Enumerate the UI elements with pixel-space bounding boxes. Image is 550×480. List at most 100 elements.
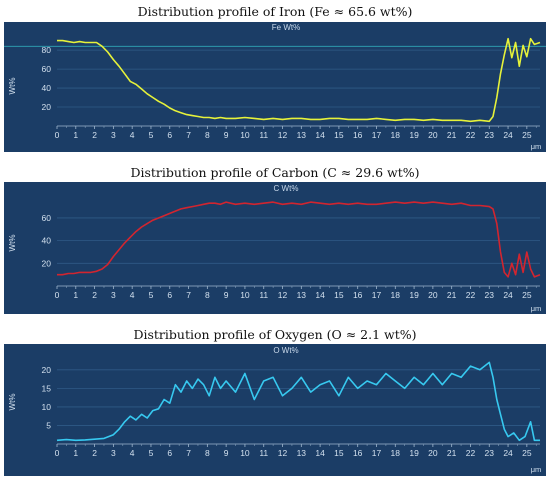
x-tick-label: 23 [485, 448, 495, 458]
x-tick-label: 17 [372, 130, 382, 140]
y-tick-label: 10 [42, 402, 52, 412]
x-tick-label: 8 [205, 130, 210, 140]
x-tick-label: 6 [167, 130, 172, 140]
x-tick-label: 22 [466, 130, 476, 140]
x-tick-label: 1 [73, 130, 78, 140]
x-tick-label: 7 [186, 130, 191, 140]
x-tick-label: 8 [205, 290, 210, 300]
panel-title-carbon: C Wt% [274, 184, 299, 193]
chart-title-oxygen: Distribution profile of Oxygen (O ≈ 2.1 … [133, 327, 416, 342]
x-tick-label: 15 [334, 448, 344, 458]
x-tick-label: 21 [447, 448, 457, 458]
x-tick-label: 18 [391, 448, 401, 458]
x-tick-label: 25 [522, 290, 532, 300]
series-line [57, 37, 541, 123]
x-tick-label: 11 [259, 290, 268, 300]
x-tick-label: 14 [315, 448, 325, 458]
x-tick-label: 3 [111, 130, 116, 140]
x-tick-label: 2 [92, 290, 97, 300]
y-tick-label: 40 [42, 236, 52, 246]
x-tick-label: 23 [485, 290, 495, 300]
x-tick-label: 4 [130, 290, 135, 300]
y-axis-label-iron: Wt% [8, 78, 17, 95]
x-tick-label: 15 [334, 130, 344, 140]
panel-title-iron: Fe Wt% [272, 23, 300, 32]
x-tick-label: 0 [55, 448, 60, 458]
x-tick-label: 9 [224, 290, 229, 300]
x-tick-label: 11 [259, 448, 268, 458]
x-tick-label: 2 [92, 448, 97, 458]
x-tick-label: 3 [111, 290, 116, 300]
y-tick-label: 20 [42, 258, 52, 268]
x-tick-label: 13 [297, 130, 307, 140]
x-tick-label: 20 [428, 448, 438, 458]
x-tick-label: 4 [130, 448, 135, 458]
x-tick-label: 4 [130, 130, 135, 140]
x-tick-label: 22 [466, 290, 476, 300]
x-tick-label: 16 [353, 290, 363, 300]
x-tick-label: 20 [428, 290, 438, 300]
x-tick-label: 16 [353, 448, 363, 458]
x-tick-label: 2 [92, 130, 97, 140]
y-axis-label-carbon: Wt% [8, 235, 17, 252]
x-tick-label: 21 [447, 290, 457, 300]
x-tick-label: 25 [522, 130, 532, 140]
x-unit-label-oxygen: μm [531, 465, 542, 474]
x-tick-label: 22 [466, 448, 476, 458]
x-tick-label: 5 [149, 448, 154, 458]
x-tick-label: 1 [73, 448, 78, 458]
x-tick-label: 19 [409, 290, 419, 300]
x-tick-label: 12 [278, 130, 288, 140]
y-tick-label: 60 [42, 213, 52, 223]
x-tick-label: 23 [485, 130, 495, 140]
x-unit-label-carbon: μm [531, 304, 542, 313]
x-tick-label: 13 [297, 448, 307, 458]
x-tick-label: 24 [503, 448, 513, 458]
x-tick-label: 10 [240, 448, 250, 458]
x-tick-label: 6 [167, 448, 172, 458]
panel-background [4, 22, 546, 152]
x-tick-label: 5 [149, 130, 154, 140]
x-tick-label: 5 [149, 290, 154, 300]
x-unit-label-iron: μm [531, 142, 542, 151]
y-tick-label: 40 [42, 83, 52, 93]
x-tick-label: 12 [278, 448, 288, 458]
x-tick-label: 8 [205, 448, 210, 458]
x-tick-label: 14 [315, 130, 325, 140]
x-tick-label: 12 [278, 290, 288, 300]
x-tick-label: 9 [224, 448, 229, 458]
x-tick-label: 3 [111, 448, 116, 458]
panel-title-oxygen: O Wt% [273, 346, 298, 355]
x-tick-label: 13 [297, 290, 307, 300]
x-tick-label: 14 [315, 290, 325, 300]
y-tick-label: 60 [42, 64, 52, 74]
y-tick-label: 15 [42, 383, 52, 393]
y-tick-label: 20 [42, 365, 52, 375]
x-tick-label: 20 [428, 130, 438, 140]
x-tick-label: 19 [409, 448, 419, 458]
x-tick-label: 17 [372, 290, 382, 300]
x-tick-label: 15 [334, 290, 344, 300]
y-tick-label: 80 [42, 45, 52, 55]
chart-title-carbon: Distribution profile of Carbon (C ≈ 29.6… [130, 165, 419, 180]
x-tick-label: 17 [372, 448, 382, 458]
series-line [56, 361, 540, 442]
x-tick-label: 11 [259, 130, 268, 140]
x-tick-label: 0 [55, 130, 60, 140]
x-tick-label: 21 [447, 130, 457, 140]
x-tick-label: 25 [522, 448, 532, 458]
x-tick-label: 9 [224, 130, 229, 140]
x-tick-label: 18 [391, 290, 401, 300]
x-tick-label: 19 [409, 130, 419, 140]
x-tick-label: 7 [186, 290, 191, 300]
x-tick-label: 10 [240, 290, 250, 300]
chart-title-iron: Distribution profile of Iron (Fe ≈ 65.6 … [138, 4, 413, 19]
x-tick-label: 24 [503, 290, 513, 300]
panel-background [4, 344, 546, 476]
